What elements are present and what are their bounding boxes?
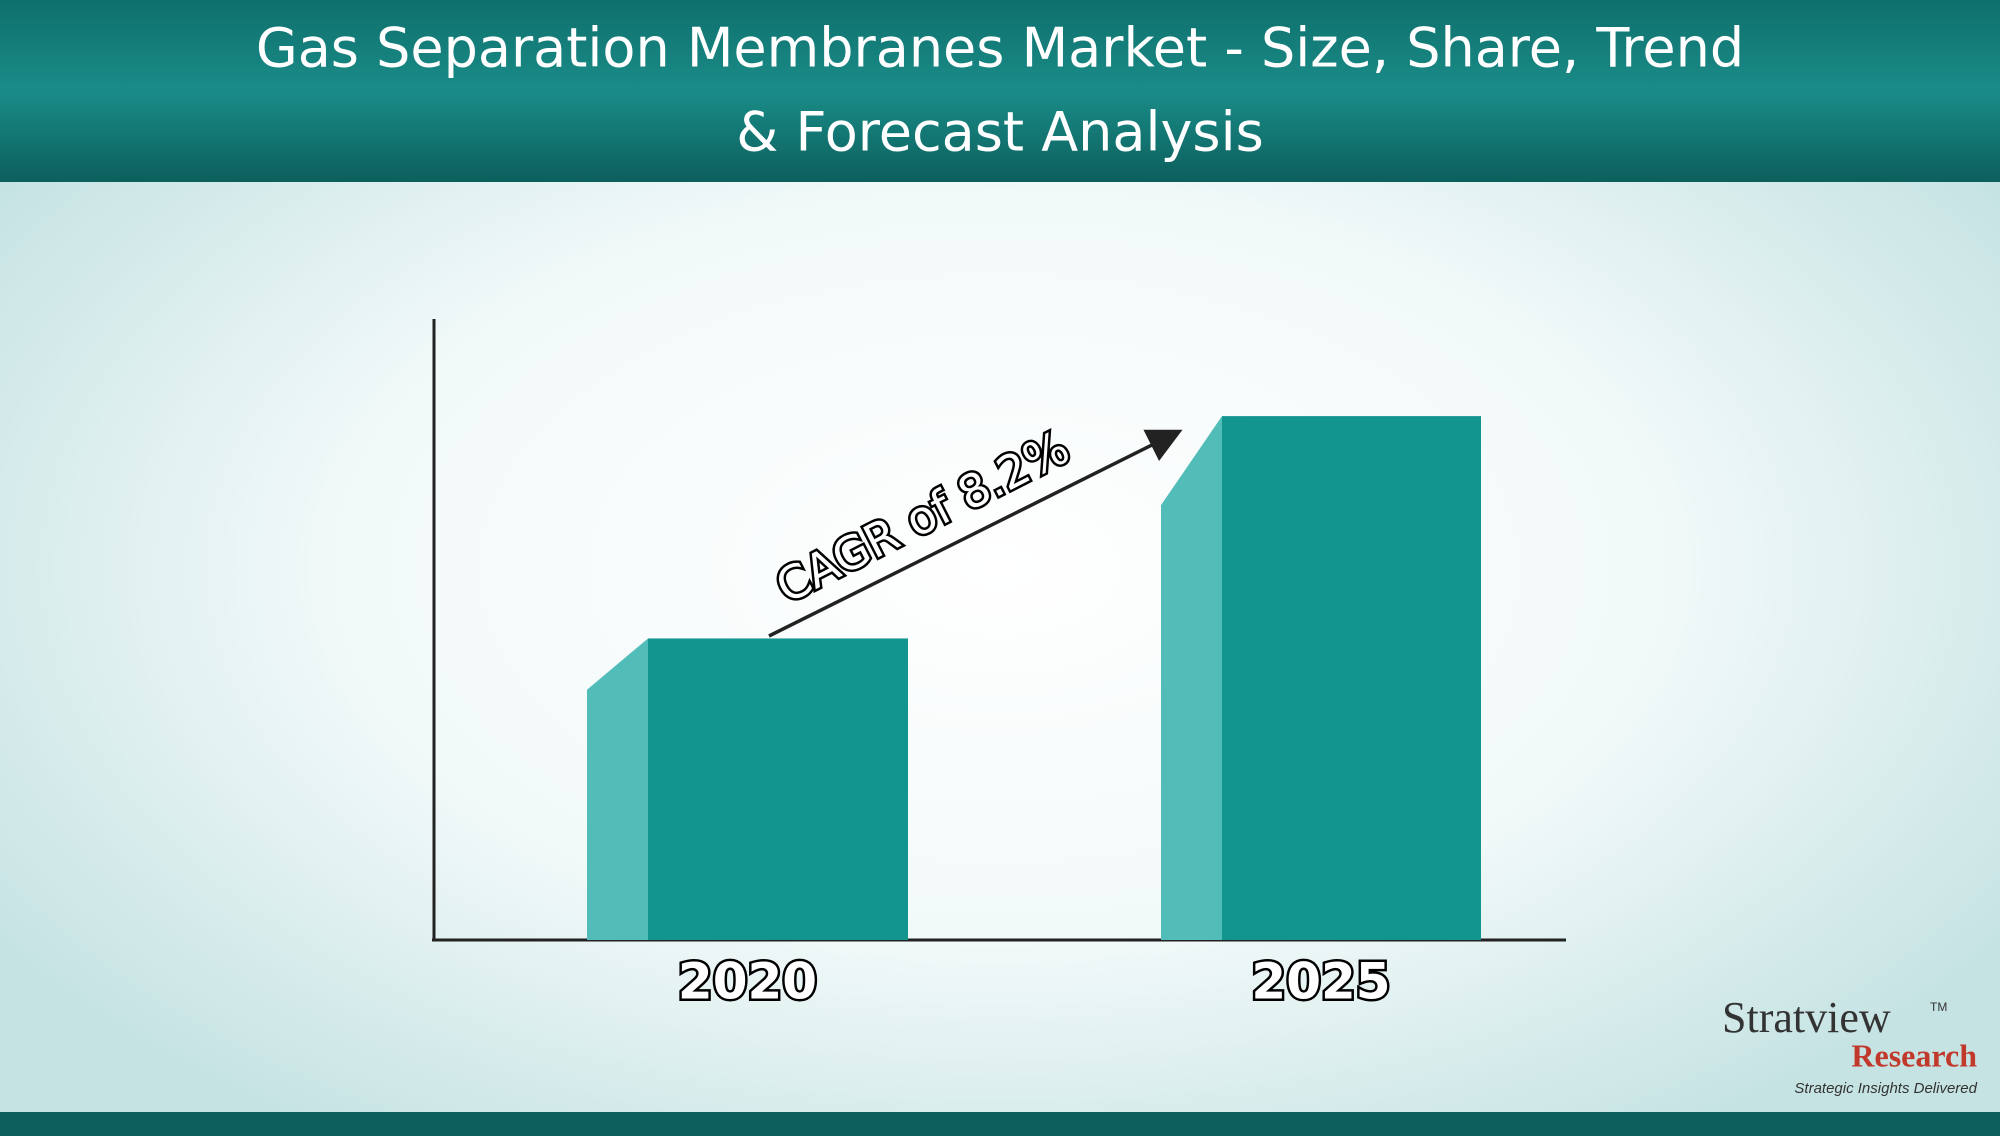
bar xyxy=(1222,416,1481,941)
subtitle: & Forecast Analysis xyxy=(736,101,1263,164)
title: Gas Separation Membranes Market - Size, … xyxy=(256,17,1744,80)
logo-subname: Research xyxy=(1851,1037,1977,1073)
growth-arrow xyxy=(768,429,1183,638)
logo-tm: TM xyxy=(1930,1000,1947,1014)
bar-side xyxy=(587,638,648,940)
x-tick-label: 2025 xyxy=(1251,953,1390,1011)
logo-name: Stratview xyxy=(1722,993,1891,1042)
x-tick-label: 2020 xyxy=(678,953,817,1011)
header-band xyxy=(0,0,2000,182)
bar-side xyxy=(1161,416,1222,941)
logo: Stratview TM Research Strategic Insights… xyxy=(1722,993,1978,1097)
footer-band xyxy=(0,1112,2000,1136)
logo-tagline: Strategic Insights Delivered xyxy=(1794,1080,1977,1097)
bar xyxy=(648,638,908,940)
